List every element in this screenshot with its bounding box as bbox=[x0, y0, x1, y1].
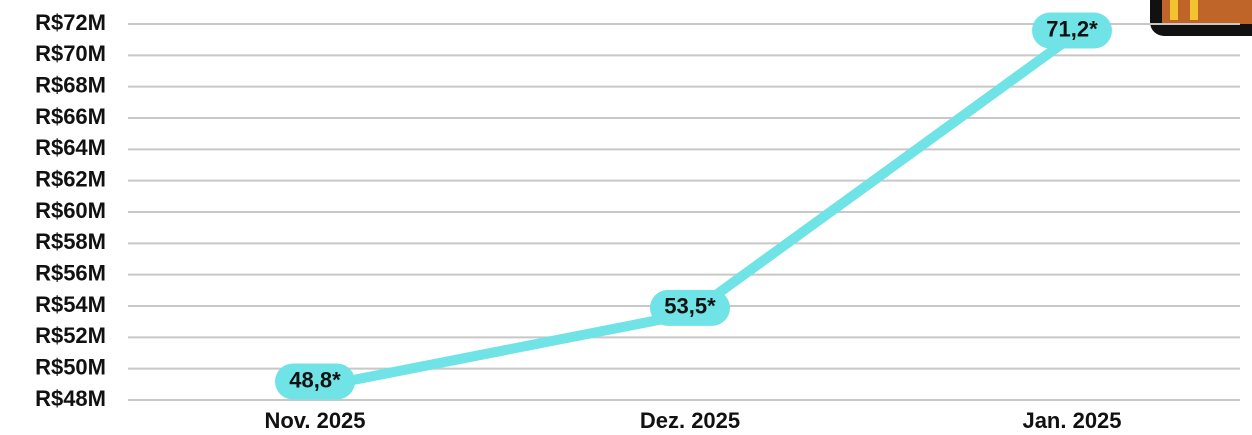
corner-icon bbox=[1150, 0, 1252, 36]
y-tick-label: R$60M bbox=[35, 198, 106, 223]
y-tick-label: R$56M bbox=[35, 260, 106, 285]
y-tick-label: R$72M bbox=[35, 10, 106, 35]
y-tick-label: R$64M bbox=[35, 135, 106, 160]
data-label: 71,2* bbox=[1046, 16, 1098, 41]
point-label-pill bbox=[275, 363, 355, 400]
x-tick-label: Dez. 2025 bbox=[640, 408, 740, 433]
point-label-pill bbox=[1032, 12, 1112, 49]
y-tick-label: R$66M bbox=[35, 104, 106, 129]
data-label: 48,8* bbox=[289, 367, 341, 392]
point-label-pill bbox=[650, 289, 730, 326]
y-tick-label: R$54M bbox=[35, 292, 106, 317]
x-tick-label: Nov. 2025 bbox=[264, 408, 365, 433]
y-tick-label: R$48M bbox=[35, 386, 106, 411]
data-label: 53,5* bbox=[664, 294, 716, 319]
x-tick-label: Jan. 2025 bbox=[1022, 408, 1121, 433]
y-tick-label: R$58M bbox=[35, 229, 106, 254]
y-tick-label: R$50M bbox=[35, 354, 106, 379]
y-tick-label: R$68M bbox=[35, 72, 106, 97]
y-tick-label: R$70M bbox=[35, 41, 106, 66]
y-tick-label: R$62M bbox=[35, 166, 106, 191]
y-tick-label: R$52M bbox=[35, 323, 106, 348]
